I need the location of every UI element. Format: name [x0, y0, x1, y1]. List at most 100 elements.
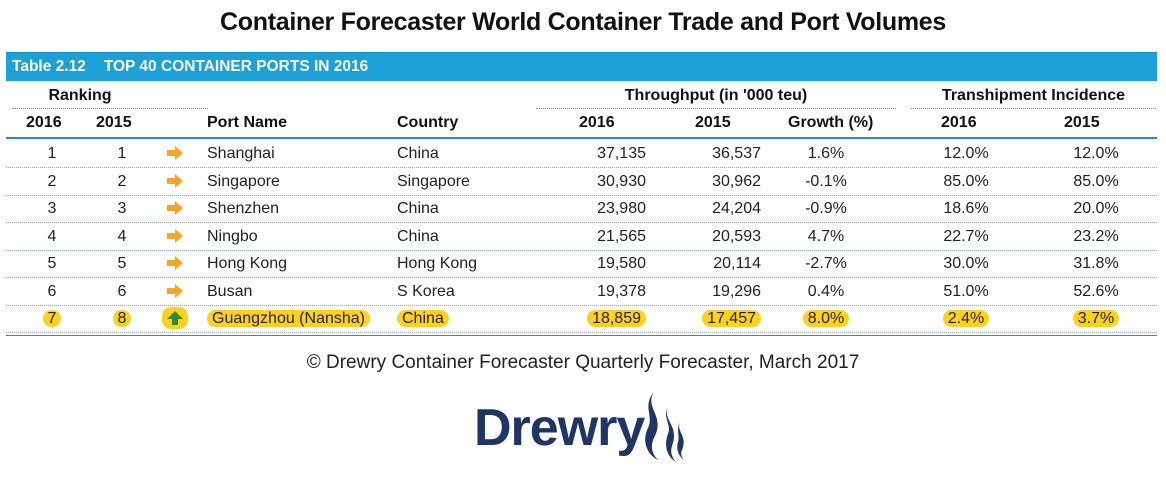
cell-ti-2015-text: 23.2%	[1073, 227, 1119, 245]
cell-country: China	[397, 223, 547, 250]
cell-ti-2015: 31.8%	[1046, 250, 1146, 277]
cell-tp-2016: 21,565	[546, 223, 646, 250]
cell-growth: -2.7%	[776, 250, 876, 277]
cell-ti-2016: 2.4%	[916, 305, 1016, 332]
cell-ti-2016: 12.0%	[916, 140, 1016, 167]
table-row: 6 6 Busan S Korea 19,378 19,296 0.4% 51.0% 52.6%	[6, 278, 1157, 306]
cell-rank-2016-text: 5	[47, 255, 57, 272]
cell-growth: 4.7%	[776, 223, 876, 250]
cell-ti-2015: 3.7%	[1046, 305, 1146, 332]
col-header-tp-2016: 2016	[579, 114, 615, 131]
cell-ti-2015-text: 52.6%	[1073, 282, 1119, 300]
col-header-growth: Growth (%)	[788, 114, 874, 131]
drewry-logo: Drewry	[474, 388, 694, 478]
cell-tp-2015: 36,537	[661, 140, 761, 167]
cell-rank-2015: 6	[96, 278, 148, 305]
cell-tp-2016-text: 18,859	[587, 310, 646, 327]
col-header-ti-2015: 2015	[1064, 114, 1100, 131]
cell-rank-2016-text: 7	[42, 310, 62, 327]
cell-port-text: Shenzhen	[207, 200, 280, 217]
col-header-rank-2016: 2016	[26, 114, 62, 131]
cell-ti-2016-text: 30.0%	[943, 255, 989, 272]
cell-country: China	[397, 140, 547, 167]
cell-tp-2016-text: 19,580	[597, 255, 646, 272]
cell-rank-2016: 3	[26, 195, 78, 222]
cell-tp-2016: 18,859	[546, 305, 646, 332]
cell-tp-2015: 30,962	[661, 168, 761, 195]
cell-port-text: Hong Kong	[207, 255, 288, 272]
ranking-divider	[12, 108, 208, 109]
cell-ti-2016-text: 85.0%	[943, 172, 989, 190]
group-header-throughput: Throughput (in '000 teu)	[624, 87, 808, 104]
cell-port-text: Singapore	[207, 172, 280, 190]
cell-ti-2015: 52.6%	[1046, 278, 1146, 305]
arrow-right-icon	[166, 283, 184, 299]
cell-country: China	[397, 195, 547, 222]
page-title: Container Forecaster World Container Tra…	[220, 8, 946, 36]
cell-port: Hong Kong	[207, 250, 387, 277]
cell-rank-2016: 5	[26, 250, 78, 277]
cell-growth-text: 0.4%	[807, 282, 845, 300]
cell-country: Singapore	[397, 168, 547, 195]
cell-tp-2015: 19,296	[661, 278, 761, 305]
cell-rank-2016-text: 2	[47, 172, 57, 190]
cell-growth: 1.6%	[776, 140, 876, 167]
cell-tp-2015: 24,204	[661, 195, 761, 222]
cell-tp-2016: 23,980	[546, 195, 646, 222]
flame-icon	[645, 392, 684, 462]
cell-growth-text: -0.9%	[805, 200, 847, 217]
cell-port-text: Ningbo	[207, 227, 258, 245]
throughput-divider	[536, 108, 896, 109]
group-header-transhipment: Transhipment Incidence	[941, 87, 1126, 104]
cell-ti-2016-text: 2.4%	[942, 310, 990, 327]
arrow-right-icon	[166, 145, 184, 161]
cell-rank-2016-text: 3	[47, 200, 57, 217]
col-header-rank-2015: 2015	[96, 114, 132, 131]
cell-rank-2016-text: 6	[47, 282, 57, 300]
cell-port: Ningbo	[207, 223, 387, 250]
cell-rank-2016: 6	[26, 278, 78, 305]
cell-tp-2015: 20,114	[661, 250, 761, 277]
cell-ti-2016: 22.7%	[916, 223, 1016, 250]
cell-country-text: China	[397, 310, 449, 327]
cell-country-text: China	[397, 200, 439, 217]
arrow-right-icon	[166, 255, 184, 271]
cell-growth: 8.0%	[776, 305, 876, 332]
cell-ti-2016-text: 18.6%	[943, 200, 989, 217]
cell-tp-2015-text: 19,296	[712, 282, 761, 300]
cell-tp-2015-text: 24,204	[712, 200, 761, 217]
cell-ti-2015-text: 85.0%	[1073, 172, 1119, 190]
cell-rank-2016: 4	[26, 223, 78, 250]
arrow-right-icon	[166, 173, 184, 189]
cell-port: Shanghai	[207, 140, 387, 167]
cell-country-text: China	[397, 227, 439, 245]
arrow-right-icon	[166, 228, 184, 244]
arrow-up-icon	[162, 307, 188, 329]
cell-tp-2015: 17,457	[661, 305, 761, 332]
cell-country-text: S Korea	[397, 282, 455, 300]
cell-tp-2016: 37,135	[546, 140, 646, 167]
cell-ti-2016: 30.0%	[916, 250, 1016, 277]
table-row: 1 1 Shanghai China 37,135 36,537 1.6% 12.0% 12.0…	[6, 140, 1157, 168]
cell-rank-2015-text: 2	[117, 172, 127, 190]
cell-rank-2015: 8	[96, 305, 148, 332]
table-bottom-rule	[6, 334, 1157, 336]
cell-rank-2015-text: 4	[117, 227, 127, 245]
cell-ti-2016-text: 51.0%	[943, 282, 989, 300]
cell-ti-2015-text: 3.7%	[1072, 310, 1120, 327]
cell-port: Singapore	[207, 168, 387, 195]
cell-tp-2016: 19,378	[546, 278, 646, 305]
cell-tp-2015-text: 17,457	[702, 310, 761, 327]
table-title: TOP 40 CONTAINER PORTS IN 2016	[103, 58, 369, 75]
cell-port: Guangzhou (Nansha)	[207, 305, 387, 332]
cell-ti-2016-text: 22.7%	[943, 227, 989, 245]
cell-country: S Korea	[397, 278, 547, 305]
cell-tp-2015-text: 20,114	[713, 255, 761, 272]
header-rule	[6, 137, 1157, 139]
table-row: 2 2 Singapore Singapore 30,930 30,962 -0.1% 85.…	[6, 168, 1157, 196]
cell-rank-2015-text: 6	[117, 282, 127, 300]
logo-text: Drewry	[474, 399, 645, 457]
credit-line: © Drewry Container Forecaster Quarterly …	[306, 352, 860, 373]
cell-tp-2016-text: 30,930	[597, 172, 646, 190]
cell-country-text: China	[397, 145, 439, 162]
